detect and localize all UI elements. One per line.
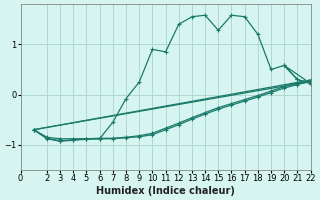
X-axis label: Humidex (Indice chaleur): Humidex (Indice chaleur) [96, 186, 235, 196]
